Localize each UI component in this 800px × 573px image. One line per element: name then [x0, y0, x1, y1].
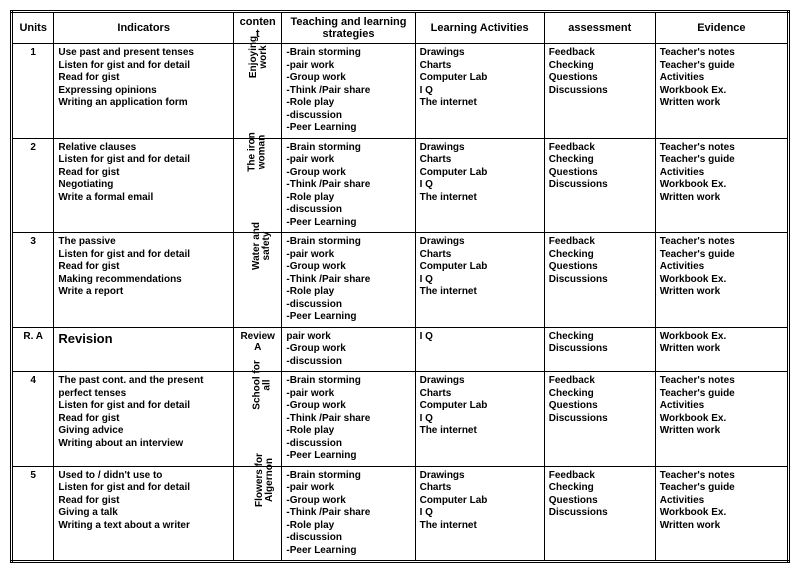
- strategies-cell: -Brain storming-pair work-Group work-Thi…: [282, 138, 415, 233]
- content-cell: Water andsafety: [233, 233, 281, 328]
- indicators-cell: Revision: [54, 327, 234, 372]
- assessment-cell: FeedbackCheckingQuestionsDiscussions: [544, 466, 655, 562]
- strategies-cell: -Brain storming-pair work-Group work-Thi…: [282, 44, 415, 139]
- content-cell: Enjoyingwork: [233, 44, 281, 139]
- activities-cell: Drawings Charts Computer LabI QThe inter…: [415, 233, 544, 328]
- indicators-cell: Use past and present tensesListen for gi…: [54, 44, 234, 139]
- assessment-cell: CheckingDiscussions: [544, 327, 655, 372]
- strategies-cell: -Brain storming-pair work-Group work-Thi…: [282, 233, 415, 328]
- evidence-cell: Teacher's notesTeacher's guideActivities…: [655, 233, 788, 328]
- content-cell: School forall: [233, 372, 281, 467]
- activities-cell: Drawings Charts Computer LabI QThe inter…: [415, 138, 544, 233]
- table-row: 1Use past and present tensesListen for g…: [12, 44, 789, 139]
- unit-cell: 3: [12, 233, 54, 328]
- activities-cell: I Q: [415, 327, 544, 372]
- content-cell: The ironwoman: [233, 138, 281, 233]
- strategies-cell: -Brain storming-pair work-Group work-Thi…: [282, 466, 415, 562]
- assessment-cell: FeedbackCheckingQuestionsDiscussions: [544, 138, 655, 233]
- table-row: 4The past cont. and the present perfect …: [12, 372, 789, 467]
- unit-cell: 1: [12, 44, 54, 139]
- evidence-cell: Teacher's notesTeacher's guideActivities…: [655, 466, 788, 562]
- evidence-cell: Teacher's notesTeacher's guideActivities…: [655, 138, 788, 233]
- content-cell: Flowers forAlgernon: [233, 466, 281, 562]
- indicators-cell: Relative clausesListen for gist and for …: [54, 138, 234, 233]
- unit-cell: 5: [12, 466, 54, 562]
- assessment-cell: FeedbackCheckingQuestionsDiscussions: [544, 44, 655, 139]
- col-header-units: Units: [12, 12, 54, 44]
- table-row: 3The passiveListen for gist and for deta…: [12, 233, 789, 328]
- assessment-cell: FeedbackCheckingQuestionsDiscussions: [544, 233, 655, 328]
- col-header-activities: Learning Activities: [415, 12, 544, 44]
- table-row: R. ARevisionReviewApair work-Group work-…: [12, 327, 789, 372]
- activities-cell: Drawings Charts Computer LabI QThe inter…: [415, 372, 544, 467]
- col-header-strategies: Teaching and learning strategies: [282, 12, 415, 44]
- unit-cell: R. A: [12, 327, 54, 372]
- strategies-cell: -Brain storming-pair work-Group work-Thi…: [282, 372, 415, 467]
- unit-cell: 2: [12, 138, 54, 233]
- col-header-indicators: Indicators: [54, 12, 234, 44]
- evidence-cell: Workbook Ex.Written work: [655, 327, 788, 372]
- evidence-cell: Teacher's notesTeacher's guideActivities…: [655, 44, 788, 139]
- unit-cell: 4: [12, 372, 54, 467]
- table-row: 2Relative clausesListen for gist and for…: [12, 138, 789, 233]
- table-row: 5Used to / didn't use toListen for gist …: [12, 466, 789, 562]
- indicators-cell: The past cont. and the present perfect t…: [54, 372, 234, 467]
- indicators-cell: The passiveListen for gist and for detai…: [54, 233, 234, 328]
- activities-cell: Drawings Charts Computer LabI QThe inter…: [415, 44, 544, 139]
- table-body: 1Use past and present tensesListen for g…: [12, 44, 789, 562]
- assessment-cell: FeedbackCheckingQuestionsDiscussions: [544, 372, 655, 467]
- col-header-evidence: Evidence: [655, 12, 788, 44]
- indicators-cell: Used to / didn't use toListen for gist a…: [54, 466, 234, 562]
- strategies-cell: pair work-Group work-discussion: [282, 327, 415, 372]
- evidence-cell: Teacher's notesTeacher's guideActivities…: [655, 372, 788, 467]
- curriculum-table: Units Indicators content Teaching and le…: [10, 10, 790, 563]
- table-header: Units Indicators content Teaching and le…: [12, 12, 789, 44]
- activities-cell: Drawings Charts Computer LabI QThe inter…: [415, 466, 544, 562]
- col-header-assessment: assessment: [544, 12, 655, 44]
